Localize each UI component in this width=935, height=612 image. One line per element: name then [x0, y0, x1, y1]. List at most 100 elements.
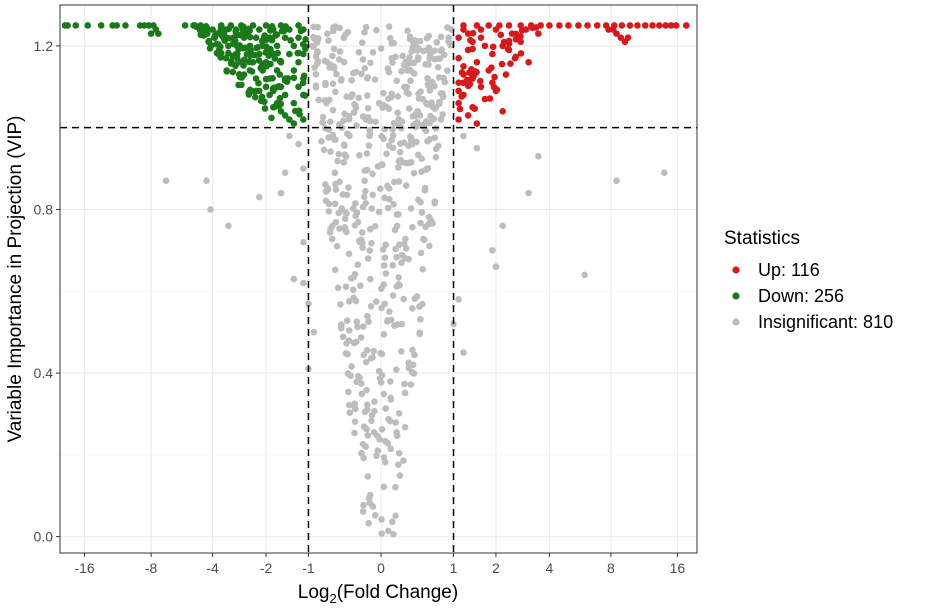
down-point [281, 91, 289, 99]
insignificant-point [387, 378, 394, 385]
insignificant-point [312, 71, 320, 78]
up-point [649, 22, 656, 29]
insignificant-point [410, 70, 418, 77]
up-point [498, 60, 506, 68]
insignificant-point [411, 351, 418, 359]
insignificant-point [365, 142, 373, 149]
insignificant-point [330, 45, 338, 53]
up-point [473, 22, 481, 29]
insignificant-point [333, 70, 340, 78]
up-point [473, 68, 480, 76]
down-point [276, 94, 284, 102]
down-point [202, 23, 210, 30]
insignificant-point [361, 65, 369, 72]
insignificant-point [373, 26, 380, 34]
insignificant-point [395, 115, 403, 123]
insignificant-point [392, 245, 399, 253]
down-point [281, 34, 289, 42]
up-point [473, 58, 481, 66]
insignificant-point [391, 322, 398, 329]
down-point [255, 79, 262, 87]
insignificant-point [415, 45, 423, 53]
insignificant-point [346, 409, 354, 417]
insignificant-point [353, 318, 361, 325]
insignificant-point [460, 132, 467, 140]
insignificant-point [325, 134, 332, 141]
insignificant-point [390, 119, 398, 127]
insignificant-point [367, 275, 374, 283]
insignificant-point [422, 118, 430, 125]
insignificant-point [402, 245, 410, 252]
insignificant-point [429, 78, 436, 86]
insignificant-point [365, 520, 373, 527]
up-point [618, 22, 626, 29]
insignificant-point [419, 300, 426, 308]
up-point [512, 53, 520, 61]
insignificant-point [281, 169, 289, 176]
down-point [258, 37, 266, 45]
down-point [200, 28, 207, 35]
y-axis: 0.0 0.4 0.8 1.2 [34, 38, 60, 545]
up-point [460, 26, 467, 33]
insignificant-point [354, 261, 362, 269]
up-point [486, 95, 494, 102]
down-point [286, 116, 293, 123]
up-point [593, 22, 601, 29]
insignificant-point [342, 153, 350, 160]
legend-marker-up [732, 266, 740, 274]
insignificant-point [366, 247, 373, 254]
up-point [458, 69, 466, 76]
insignificant-point [323, 99, 330, 107]
insignificant-point [385, 105, 393, 113]
insignificant-point [225, 222, 232, 230]
insignificant-point [394, 164, 402, 171]
up-point [481, 42, 489, 50]
insignificant-point [372, 118, 379, 126]
up-point [463, 76, 471, 84]
legend: Statistics Up: 116 Down: 256 Insignifica… [724, 228, 893, 332]
down-point [290, 99, 298, 107]
insignificant-point [360, 193, 368, 201]
insignificant-point [397, 157, 404, 165]
insignificant-point [312, 84, 320, 91]
insignificant-point [401, 423, 409, 431]
insignificant-point [359, 203, 367, 211]
up-point [672, 22, 680, 29]
down-point [275, 83, 282, 90]
insignificant-point [359, 323, 367, 330]
insignificant-point [352, 200, 359, 207]
threshold-lines [60, 5, 697, 553]
insignificant-point [335, 150, 343, 158]
insignificant-point [408, 47, 415, 55]
insignificant-point [473, 144, 481, 152]
insignificant-point [424, 137, 431, 145]
insignificant-point [525, 189, 532, 197]
down-point [252, 87, 260, 95]
insignificant-point [401, 380, 408, 388]
down-point [290, 120, 298, 127]
down-point [269, 85, 277, 93]
insignificant-point [305, 300, 312, 307]
insignificant-point [440, 51, 448, 59]
insignificant-point [384, 204, 392, 212]
insignificant-point [286, 132, 293, 140]
insignificant-point [390, 531, 397, 538]
insignificant-point [390, 200, 397, 208]
down-point [84, 22, 91, 29]
down-point [300, 116, 307, 123]
x-tick-label: 0 [377, 560, 385, 576]
down-point [222, 54, 230, 62]
insignificant-point [378, 426, 386, 433]
insignificant-point [348, 77, 355, 84]
insignificant-point [389, 518, 396, 526]
insignificant-point [325, 37, 332, 44]
insignificant-point [393, 211, 401, 218]
up-point [497, 31, 505, 39]
insignificant-point [162, 177, 170, 185]
insignificant-point [376, 435, 383, 443]
insignificant-point [413, 293, 421, 300]
down-point [302, 43, 309, 51]
down-point [273, 42, 281, 50]
insignificant-point [392, 366, 400, 373]
